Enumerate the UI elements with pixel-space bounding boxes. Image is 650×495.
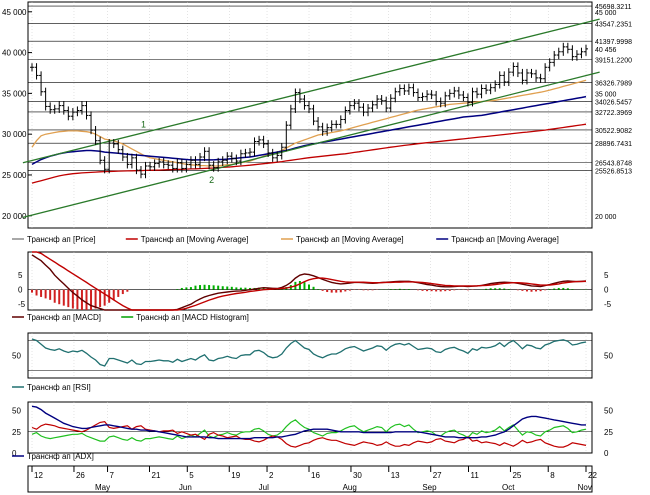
- trend-annotation: 1: [141, 120, 146, 130]
- price-right-label: 25526.8513: [595, 169, 632, 176]
- rsi-line: [31, 338, 587, 367]
- month-label: Sep: [422, 483, 437, 492]
- legend-label-1: Транснф ап [MACD Histogram]: [136, 313, 249, 322]
- adx-right-tick-label: 0: [604, 449, 609, 458]
- price-left-tick-label: 35 000: [2, 89, 27, 98]
- adx-right-tick-label: 50: [604, 407, 613, 416]
- rsi-panel: 50 50: [12, 332, 613, 379]
- macd-legend: Транснф ап [MACD] Транснф ап [MACD Histog…: [12, 313, 249, 322]
- price-left-tick-label: 40 000: [2, 49, 27, 58]
- date-axis: 12 26 7 21 5 19 2 16 30 13 27 11 25 8 22 May Jun Jul Aug Se…: [27, 465, 597, 493]
- month-label: Nov: [578, 483, 592, 492]
- macd-line: [31, 254, 587, 311]
- plus-di-line: [31, 419, 587, 442]
- legend-label-1: Транснф ап [Moving Average]: [141, 235, 249, 244]
- day-label: 19: [231, 471, 240, 480]
- date-axis-frame: [27, 465, 593, 493]
- moving-average-long-line: [31, 123, 587, 184]
- rsi-left-tick-label: 50: [12, 352, 21, 361]
- day-label: 16: [311, 471, 320, 480]
- macd-left-tick-label: -5: [18, 300, 26, 309]
- macd-left-tick-label: 5: [18, 271, 23, 280]
- day-label: 5: [189, 471, 194, 480]
- adx-left-tick-label: 50: [12, 407, 21, 416]
- price-right-label: 43547.2351: [595, 22, 632, 29]
- moving-average-short-line: [31, 79, 587, 167]
- price-right-label: 41397.9998: [595, 39, 632, 46]
- macd-right-tick-label: -5: [604, 300, 612, 309]
- legend-label-2: Транснф ап [Moving Average]: [296, 235, 404, 244]
- price-left-tick-label: 20 000: [2, 212, 27, 221]
- price-right-label: 34026.5457: [595, 99, 632, 106]
- rsi-right-tick-label: 50: [604, 352, 613, 361]
- adx-frame: [27, 401, 593, 454]
- adx-line: [31, 405, 586, 440]
- day-label: 27: [433, 471, 442, 480]
- macd-frame: [27, 251, 593, 311]
- price-frame: [27, 1, 593, 229]
- legend-label-0: Транснф ап [MACD]: [27, 313, 101, 322]
- legend-label-0: Транснф ап [Price]: [27, 235, 96, 244]
- day-label: 26: [76, 471, 85, 480]
- legend-label-3: Транснф ап [Moving Average]: [451, 235, 559, 244]
- trend-channel-line: [22, 18, 600, 164]
- price-panel: 45 000 40 000 35 000 30 000 25 000 20 000 4569…: [2, 1, 632, 229]
- day-label: 11: [470, 471, 479, 480]
- price-right-label: 40 456: [595, 47, 617, 54]
- price-left-tick-label: 30 000: [2, 130, 27, 139]
- price-right-label: 28896.7431: [595, 141, 632, 148]
- month-label: May: [95, 483, 110, 492]
- day-label: 25: [512, 471, 521, 480]
- price-left-tick-label: 45 000: [2, 8, 27, 17]
- day-label: 8: [550, 471, 555, 480]
- day-label: 13: [391, 471, 400, 480]
- adx-right-tick-label: 25: [604, 428, 613, 437]
- legend-label-0: Транснф ап [ADX]: [27, 452, 94, 461]
- macd-signal-line: [32, 251, 587, 311]
- adx-legend: Транснф ап [ADX]: [12, 452, 94, 461]
- day-label: 2: [269, 471, 274, 480]
- month-label: Aug: [343, 483, 357, 492]
- adx-left-tick-label: 0: [12, 449, 17, 458]
- day-label: 22: [588, 471, 597, 480]
- price-legend: Транснф ап [Price] Транснф ап [Moving Ave…: [12, 235, 559, 244]
- price-right-label: 32722.3969: [595, 110, 632, 117]
- month-label: Jul: [259, 483, 269, 492]
- price-right-label: 35 000: [595, 91, 617, 98]
- price-right-label: 26543.8748: [595, 160, 632, 167]
- macd-panel: 5 5 0 0 -5 -5: [18, 251, 612, 311]
- legend-label-0: Транснф ап [RSI]: [27, 383, 91, 392]
- price-right-label: 45 000: [595, 10, 617, 17]
- price-right-label: 45698.3211: [595, 4, 632, 11]
- day-label: 30: [353, 471, 362, 480]
- month-label: Oct: [502, 483, 515, 492]
- price-right-label: 39151.2200: [595, 58, 632, 65]
- macd-left-tick-label: 0: [18, 286, 23, 295]
- month-label: Jun: [179, 483, 192, 492]
- day-label: 21: [152, 471, 161, 480]
- minus-di-line: [31, 420, 587, 448]
- adx-panel: 50 50 25 25 0 0: [12, 401, 613, 458]
- trend-annotation: 2: [209, 175, 214, 185]
- price-right-label: 20 000: [595, 214, 617, 221]
- price-right-label: 30522.9082: [595, 128, 632, 135]
- trend-channel-line: [22, 71, 600, 219]
- day-label: 7: [110, 471, 115, 480]
- adx-left-tick-label: 25: [12, 428, 21, 437]
- rsi-frame: [27, 332, 593, 379]
- day-label: 12: [34, 471, 43, 480]
- rsi-legend: Транснф ап [RSI]: [12, 383, 91, 392]
- macd-right-tick-label: 0: [604, 286, 609, 295]
- price-right-label: 36326.7989: [595, 81, 632, 88]
- price-left-tick-label: 25 000: [2, 171, 27, 180]
- macd-right-tick-label: 5: [604, 271, 609, 280]
